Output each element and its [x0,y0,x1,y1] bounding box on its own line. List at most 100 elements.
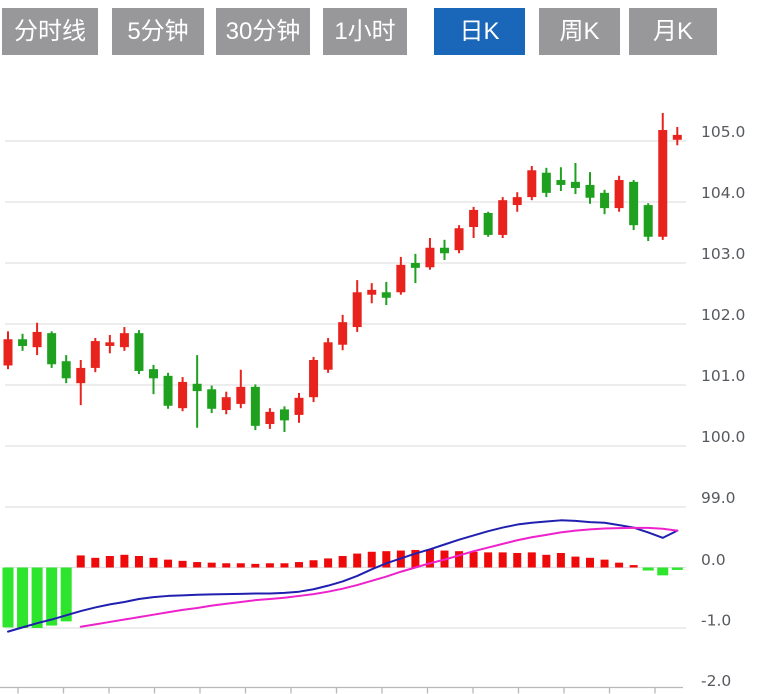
macd-bar-45 [657,567,669,576]
macd-bar-25 [367,551,376,568]
candle-body-22 [323,342,333,370]
macd-bar-18 [265,563,274,568]
candle-body-11 [163,375,173,406]
price-axis-label: 103.0 [701,245,745,263]
candle-body-5 [76,367,86,384]
macd-bar-38 [556,552,565,568]
tab-30min[interactable]: 30分钟 [216,8,310,55]
macd-bar-14 [207,562,216,568]
macd-bar-32 [469,551,478,568]
candle-body-27 [396,264,406,293]
candle-body-17 [250,386,260,426]
candle-body-30 [440,247,449,254]
candle-body-33 [483,212,493,235]
candle-body-46 [672,134,682,140]
macd-bar-7 [105,556,114,568]
dea-line [79,526,679,628]
price-axis-label: 101.0 [701,367,745,385]
price-axis-label: 100.0 [701,428,745,446]
macd-bar-17 [251,563,260,568]
macd-bar-22 [324,558,333,568]
candle-body-39 [570,181,580,188]
candle-body-35 [512,197,522,206]
macd-bar-16 [236,563,245,568]
macd-bar-34 [498,552,507,568]
price-axis-label: 99.0 [701,489,736,507]
macd-bar-43 [629,565,638,568]
candle-body-37 [541,172,551,193]
candle-body-16 [236,386,246,404]
macd-bar-9 [134,556,143,568]
candle-body-8 [119,333,129,348]
candle-body-13 [192,383,202,392]
macd-axis-label: 0.0 [701,551,726,569]
macd-bar-11 [164,559,173,568]
candle-body-41 [600,192,610,209]
macd-bar-2 [31,567,43,628]
candle-body-38 [556,180,566,185]
macd-bar-40 [586,557,594,568]
candle-body-9 [134,333,144,371]
macd-bar-8 [120,554,129,568]
candle-body-21 [309,359,319,398]
macd-bar-33 [484,552,493,568]
candle-body-0 [3,339,13,366]
macd-bar-37 [542,554,551,568]
macd-axis-label: -1.0 [701,612,731,630]
tab-weekly-k[interactable]: 周K [539,8,620,55]
macd-bar-39 [571,556,580,568]
macd-bar-1 [17,567,29,628]
candle-body-2 [32,331,42,348]
toolbar: 分时线 5分钟 30分钟 1小时 日K 周K 月K [0,0,766,64]
candle-body-29 [425,247,435,268]
candle-body-6 [90,341,100,368]
candle-body-18 [265,411,275,425]
tab-time-share[interactable]: 分时线 [2,8,98,55]
candle-body-31 [454,228,464,251]
macd-bar-5 [76,555,85,568]
candle-body-28 [410,263,420,268]
candle-body-43 [629,181,639,226]
candle-body-32 [469,209,479,228]
tab-monthly-k[interactable]: 月K [629,8,717,55]
tab-1hour[interactable]: 1小时 [323,8,407,55]
candle-body-36 [527,170,537,198]
macd-bar-21 [309,560,318,568]
macd-bar-15 [222,563,231,568]
macd-bar-44 [642,567,654,571]
candle-body-40 [585,184,595,198]
macd-bar-46 [671,567,683,570]
candle-body-19 [279,409,289,421]
candle-body-3 [47,333,57,365]
candle-body-26 [381,292,391,298]
macd-bar-3 [46,567,58,626]
candle-body-7 [105,342,115,346]
price-axis-label: 105.0 [701,123,745,141]
macd-bar-10 [149,557,158,568]
candle-body-34 [498,200,508,235]
candle-body-4 [61,361,71,379]
macd-bar-12 [178,560,187,568]
macd-bar-42 [615,562,624,568]
macd-bar-23 [338,556,347,568]
tab-5min[interactable]: 5分钟 [112,8,204,55]
candle-body-10 [149,369,158,379]
macd-bar-41 [600,559,609,568]
candle-body-1 [18,339,28,346]
dif-line [7,519,679,633]
macd-bar-13 [193,562,202,568]
tab-daily-k[interactable]: 日K [434,8,525,55]
candle-body-24 [352,292,362,328]
macd-bar-0 [2,567,14,628]
macd-axis-label: -2.0 [701,672,731,690]
macd-bar-6 [91,557,100,568]
macd-bar-36 [527,552,536,568]
candle-body-23 [338,322,348,345]
candle-body-42 [614,180,624,209]
price-axis-label: 102.0 [701,306,745,324]
price-axis-label: 104.0 [701,184,745,202]
candle-body-44 [643,205,653,237]
candle-body-12 [178,381,188,409]
macd-bar-28 [411,549,420,568]
